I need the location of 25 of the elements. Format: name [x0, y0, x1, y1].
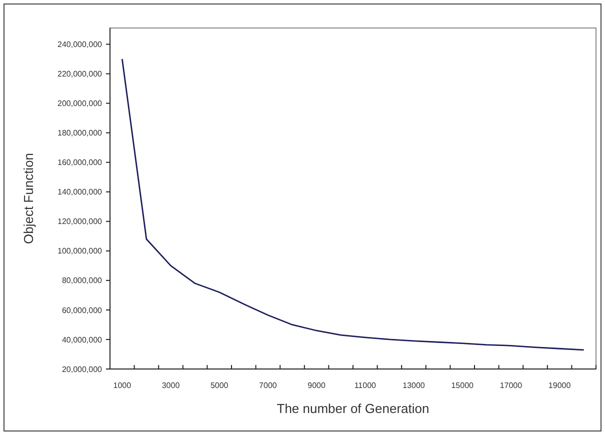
y-tick-label: 220,000,000 [58, 70, 103, 79]
x-tick-label: 1000 [113, 381, 132, 390]
y-tick-label: 140,000,000 [58, 188, 103, 197]
y-tick-label: 120,000,000 [58, 217, 103, 226]
line-series [121, 58, 585, 351]
y-tick-label: 240,000,000 [58, 40, 103, 50]
x-tick-label: 13000 [402, 381, 426, 390]
y-tick-label: 80,000,000 [62, 276, 103, 286]
x-tick-label: 9000 [308, 381, 326, 390]
x-tick-label: 3000 [162, 381, 180, 390]
y-tick-label: 200,000,000 [58, 99, 103, 108]
y-tick-label: 60,000,000 [62, 306, 103, 315]
x-axis-title: The number of Generation [276, 401, 430, 416]
x-tick-label: 5000 [210, 381, 229, 390]
x-tick-label: 17000 [500, 381, 523, 390]
x-tick-label: 19000 [548, 381, 572, 390]
x-tick-label: 15000 [451, 381, 474, 390]
y-tick-label: 160,000,000 [58, 158, 103, 168]
y-tick-label: 180,000,000 [58, 128, 103, 138]
y-axis-title: Object Function [21, 152, 36, 244]
y-tick-label: 100,000,000 [58, 246, 103, 256]
y-tick-label: 40,000,000 [62, 335, 103, 344]
x-tick-label: 7000 [259, 381, 278, 390]
x-tick-label: 11000 [354, 381, 377, 390]
y-tick-label: 20,000,000 [62, 364, 103, 374]
